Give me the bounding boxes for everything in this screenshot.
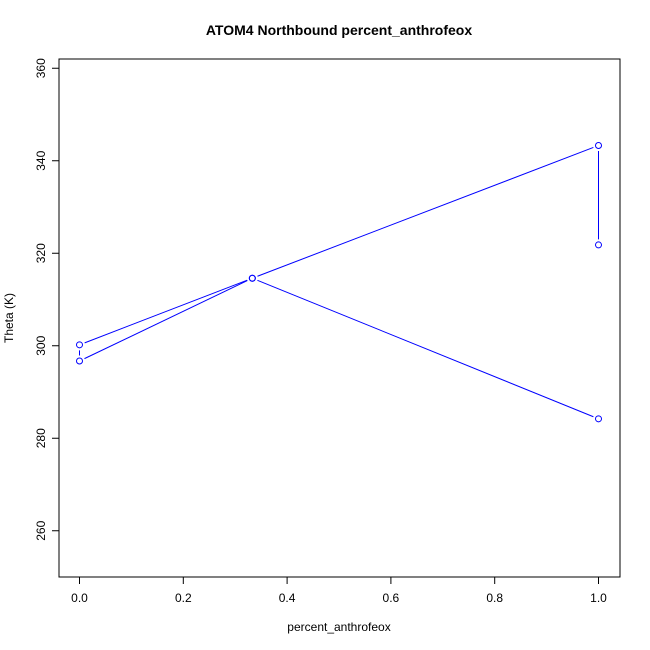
- series-segment: [84, 280, 248, 360]
- data-point: [76, 357, 83, 365]
- y-tick-label: 340: [34, 150, 48, 170]
- series-layer: [76, 141, 602, 423]
- series-segment: [257, 279, 594, 418]
- y-axis-label: Theta (K): [2, 293, 16, 343]
- x-tick-label: 1.0: [590, 591, 607, 605]
- x-tick-label: 0.4: [279, 591, 296, 605]
- data-point: [76, 341, 83, 349]
- data-point: [595, 141, 602, 149]
- chart-title: ATOM4 Northbound percent_anthrofeox: [206, 22, 472, 38]
- data-point: [595, 241, 602, 249]
- data-point: [595, 415, 602, 423]
- series-segment: [257, 146, 594, 277]
- y-tick-label: 320: [34, 243, 48, 263]
- x-tick-label: 0.0: [71, 591, 88, 605]
- y-tick-label: 280: [34, 428, 48, 448]
- series: [76, 141, 602, 423]
- plot-frame: [58, 58, 621, 578]
- x-axis: 0.0 0.2 0.4 0.6 0.8 1.0: [71, 576, 607, 605]
- data-point: [248, 274, 256, 282]
- y-tick-label: 260: [34, 520, 48, 540]
- y-tick-label: 300: [34, 335, 48, 355]
- y-tick-label: 360: [34, 58, 48, 78]
- x-axis-label: percent_anthrofeox: [287, 620, 390, 634]
- y-axis: 260 280 300 320 340 360: [34, 58, 60, 541]
- x-tick-label: 0.8: [486, 591, 503, 605]
- x-tick-label: 0.6: [383, 591, 400, 605]
- x-tick-label: 0.2: [175, 591, 192, 605]
- series-segment: [84, 279, 248, 344]
